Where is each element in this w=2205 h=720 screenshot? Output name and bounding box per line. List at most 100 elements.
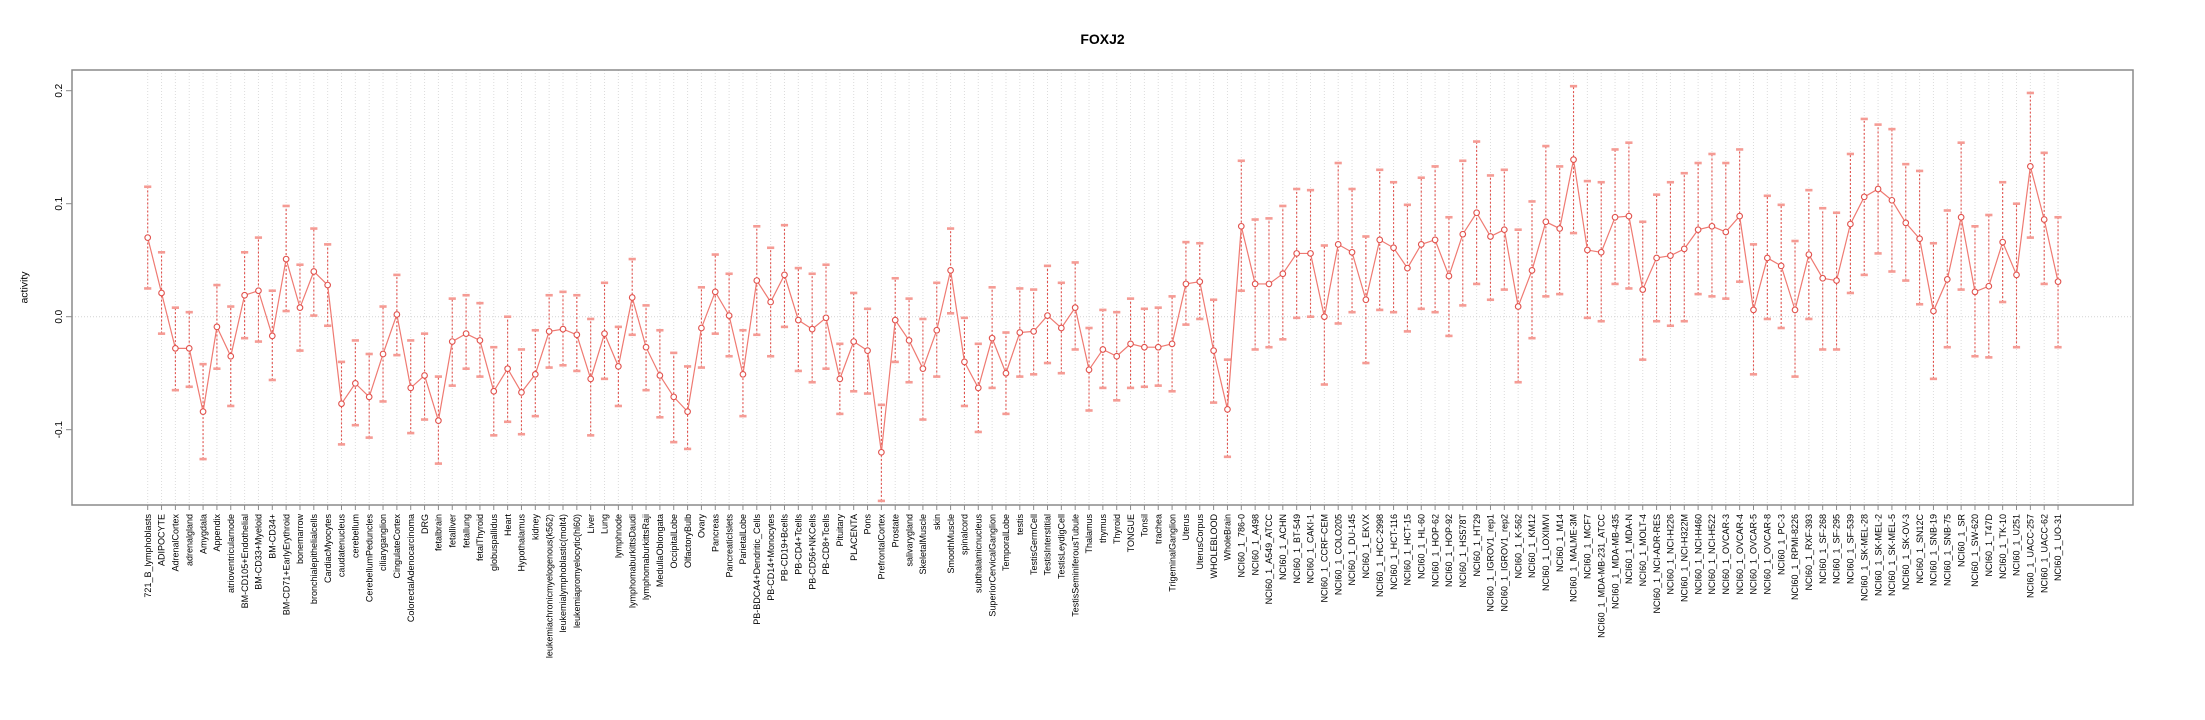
data-point xyxy=(1002,369,1010,377)
x-tick-label: bronchialepithelialcells xyxy=(309,514,319,605)
x-tick-label: Pons xyxy=(863,514,873,535)
data-point xyxy=(1044,312,1051,319)
data-point xyxy=(587,375,595,383)
x-tick-label: NCI60_1_IGROV1_rep1 xyxy=(1486,514,1496,612)
data-point xyxy=(1016,329,1024,336)
data-point xyxy=(1847,220,1854,228)
data-point xyxy=(172,344,179,352)
x-tick-label: NCI60_1_NCI-H522 xyxy=(1707,514,1717,595)
data-point xyxy=(919,365,927,373)
x-tick-label: NCI60_1_HOP-62 xyxy=(1430,514,1440,587)
x-tick-label: skin xyxy=(932,514,942,530)
x-tick-label: TONGUE xyxy=(1126,514,1136,552)
data-point xyxy=(1210,347,1217,354)
data-point xyxy=(1196,278,1204,286)
data-point xyxy=(1902,219,1910,227)
x-tick-label: testis xyxy=(1015,514,1025,536)
x-tick-label: Pancreas xyxy=(710,514,720,553)
data-point xyxy=(1473,209,1480,217)
data-point xyxy=(1943,276,1951,283)
data-point xyxy=(974,384,982,392)
data-point xyxy=(1127,340,1134,348)
data-point xyxy=(1639,286,1647,293)
data-point xyxy=(1348,248,1356,256)
data-point xyxy=(781,271,788,279)
data-point xyxy=(1500,226,1508,234)
data-point xyxy=(1874,185,1882,193)
x-tick-label: NCI60_1_NCI-H226 xyxy=(1666,514,1676,595)
data-point xyxy=(1667,252,1674,260)
x-tick-label: NCI60_1_HS578T xyxy=(1458,514,1468,588)
data-point xyxy=(2054,278,2062,286)
data-point xyxy=(144,234,152,241)
x-tick-label: NCI60_1_NCI-H322M xyxy=(1679,514,1689,602)
data-point xyxy=(1625,212,1633,220)
data-point xyxy=(518,389,525,396)
x-tick-label: NCI60_1_NCI-H460 xyxy=(1693,514,1703,595)
x-tick-label: NCI60_1_HCT-15 xyxy=(1403,514,1413,586)
data-point xyxy=(808,325,816,333)
x-tick-label: NCI60_1_KM12 xyxy=(1527,514,1537,578)
x-tick-label: PB-CD19+Bcells xyxy=(780,514,790,582)
data-point xyxy=(753,277,761,284)
x-tick-label: spinalcord xyxy=(960,514,970,555)
data-point xyxy=(1722,228,1730,236)
x-tick-label: NCI60_1_OVCAR-3 xyxy=(1721,514,1731,595)
x-tick-label: NCI60_1_CCRF-CEM xyxy=(1320,514,1330,603)
x-tick-label: NCI60_1_SF-268 xyxy=(1818,514,1828,584)
x-tick-label: ADIPOCYTE xyxy=(157,514,167,566)
data-point xyxy=(241,291,248,299)
x-tick-label: fetalliver xyxy=(447,514,457,548)
data-point xyxy=(1597,248,1605,256)
data-point xyxy=(642,343,650,351)
data-point xyxy=(1459,230,1467,238)
x-tick-label: NCI60_1_UACC-257 xyxy=(2026,514,2036,598)
x-tick-label: Liver xyxy=(586,514,596,534)
data-point xyxy=(1307,250,1314,257)
x-tick-label: caudatenucleus xyxy=(337,514,347,578)
data-point xyxy=(462,330,470,338)
data-point xyxy=(296,304,304,312)
data-point xyxy=(1321,313,1328,321)
data-point xyxy=(836,375,844,383)
x-tick-label: WholeBrain xyxy=(1223,514,1233,561)
data-point xyxy=(448,338,456,345)
data-point xyxy=(227,352,235,360)
x-tick-label: NCI60_1_NCI-ADR-RES xyxy=(1652,514,1662,614)
x-tick-label: OccipitalLobe xyxy=(669,514,679,569)
data-point xyxy=(628,294,636,301)
x-tick-label: PB-CD14+Monocytes xyxy=(766,514,776,601)
x-tick-label: NCI60_1_M14 xyxy=(1555,514,1565,572)
data-point xyxy=(1750,306,1757,314)
x-tick-label: NCI60_1_786-0 xyxy=(1236,514,1246,578)
data-point xyxy=(1930,307,1937,315)
data-point xyxy=(794,316,802,324)
x-tick-label: NCI60_1_U251 xyxy=(2012,514,2022,576)
x-tick-label: NCI60_1_RPMI-8226 xyxy=(1790,514,1800,600)
data-point xyxy=(421,372,428,379)
x-tick-label: thymus xyxy=(1098,514,1108,544)
y-axis-label: activity xyxy=(18,271,31,304)
x-tick-label: ciliaryganglion xyxy=(378,514,388,571)
x-tick-label: NCI60_1_T47D xyxy=(1984,514,1994,577)
data-point xyxy=(255,287,262,295)
data-point xyxy=(725,312,733,319)
data-point xyxy=(933,326,941,334)
x-tick-label: NCI60_1_UO-31 xyxy=(2053,514,2063,581)
data-point xyxy=(1237,222,1245,230)
x-tick-label: PB-CD56+NKCells xyxy=(807,514,817,590)
x-tick-label: NCI60_1_PC-3 xyxy=(1776,514,1786,575)
x-tick-label: NCI60_1_BT-549 xyxy=(1292,514,1302,584)
x-tick-label: BM-CD105+Endothelial xyxy=(240,514,250,608)
x-tick-label: salivarygland xyxy=(904,514,914,567)
x-tick-label: 721_B_lymphoblasts xyxy=(143,514,153,598)
x-tick-label: PB-BDCA4+Dendritic_Cells xyxy=(752,514,762,625)
data-point xyxy=(850,338,858,345)
data-point xyxy=(905,337,913,344)
data-point xyxy=(1362,296,1370,304)
data-point xyxy=(1999,238,2007,246)
x-tick-label: AdrenalCortex xyxy=(171,514,181,572)
data-point xyxy=(670,393,678,401)
data-point xyxy=(1736,212,1743,220)
data-point xyxy=(1833,277,1840,284)
